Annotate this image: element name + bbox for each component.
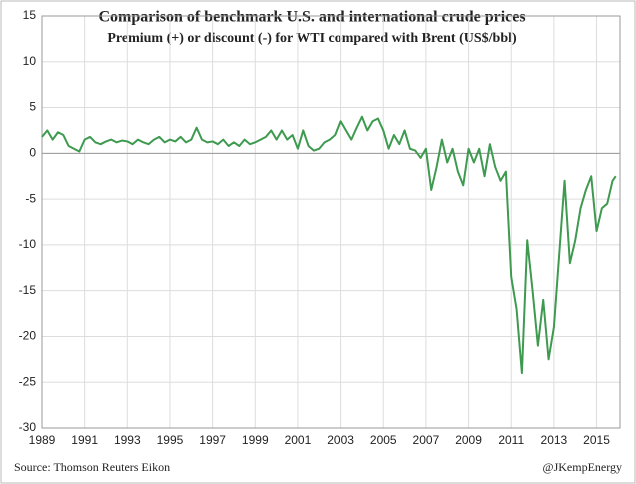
chart-title: Comparison of benchmark U.S. and interna…: [98, 9, 525, 26]
x-tick-label: 2007: [413, 433, 440, 447]
y-tick-label: -20: [19, 329, 37, 343]
y-tick-label: -10: [19, 237, 37, 251]
x-tick-label: 2001: [285, 433, 312, 447]
x-tick-label: 1997: [199, 433, 226, 447]
y-tick-label: 5: [29, 100, 36, 114]
y-tick-label: 15: [23, 8, 37, 22]
y-tick-label: -5: [25, 191, 36, 205]
x-tick-label: 2009: [455, 433, 482, 447]
y-tick-label: -30: [19, 420, 37, 434]
x-tick-label: 2011: [498, 433, 524, 447]
x-tick-label: 1989: [29, 433, 56, 447]
y-tick-label: -15: [19, 283, 37, 297]
credit: @JKempEnergy: [543, 460, 622, 474]
x-tick-label: 1995: [157, 433, 184, 447]
x-tick-label: 2005: [370, 433, 397, 447]
y-tick-label: -25: [19, 374, 37, 388]
x-tick-label: 2003: [327, 433, 354, 447]
line-series: [41, 115, 617, 375]
x-tick-label: 1999: [242, 433, 269, 447]
y-tick-label: 10: [23, 54, 37, 68]
chart-subtitle: Premium (+) or discount (-) for WTI comp…: [107, 31, 517, 46]
y-tick-label: 0: [29, 146, 36, 160]
x-tick-label: 2015: [583, 433, 610, 447]
plot-border: [41, 15, 621, 429]
source: Source: Thomson Reuters Eikon: [14, 460, 170, 474]
x-tick-label: 2013: [541, 433, 568, 447]
x-tick-label: 1993: [114, 433, 141, 447]
x-tick-label: 1991: [71, 433, 98, 447]
